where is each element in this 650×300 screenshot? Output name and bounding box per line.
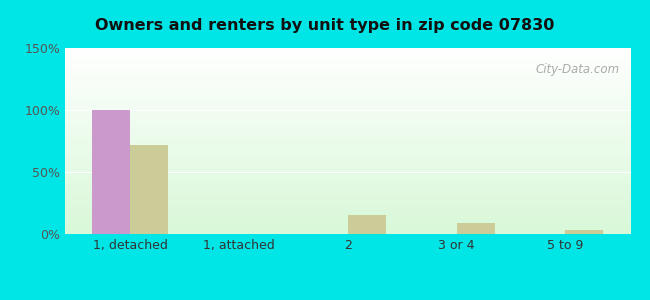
Bar [348, 215, 386, 234]
Text: Owners and renters by unit type in zip code 07830: Owners and renters by unit type in zip c… [96, 18, 554, 33]
Bar [456, 223, 495, 234]
Bar [92, 110, 130, 234]
Bar [566, 230, 603, 234]
Bar [130, 145, 168, 234]
Text: City-Data.com: City-Data.com [535, 63, 619, 76]
